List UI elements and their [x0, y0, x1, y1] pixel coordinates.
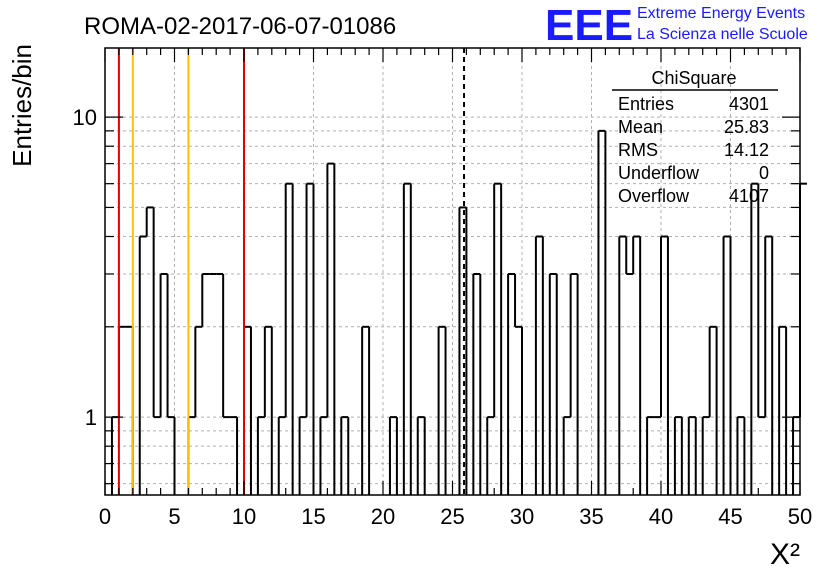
- stats-title: ChiSquare: [651, 68, 736, 88]
- stats-overflow-label: Overflow: [618, 186, 690, 206]
- x-tick-label: 35: [579, 504, 603, 529]
- x-tick-label: 50: [788, 504, 812, 529]
- x-tick-label: 15: [301, 504, 325, 529]
- x-tick-label: 20: [371, 504, 395, 529]
- axes-layer: 0 5 10 15 20 25 30 35 40 45 50 1 10: [73, 47, 812, 529]
- y-tick-label: 1: [85, 405, 97, 430]
- x-tick-label: 30: [510, 504, 534, 529]
- y-axis-label: Entries/bin: [7, 44, 37, 167]
- stats-mean-value: 25.83: [724, 117, 769, 137]
- chart-title: ROMA-02-2017-06-07-01086: [84, 13, 396, 40]
- stats-box: ChiSquare Entries 4301 Mean 25.83 RMS 14…: [612, 68, 778, 206]
- x-tick-label: 40: [649, 504, 673, 529]
- stats-entries-label: Entries: [618, 94, 674, 114]
- cut-lines-layer: [117, 48, 466, 495]
- stats-underflow-value: 0: [759, 163, 769, 183]
- x-tick-label: 5: [168, 504, 180, 529]
- x-axis-label: X²: [770, 538, 800, 571]
- stats-entries-value: 4301: [729, 94, 769, 114]
- stats-mean-label: Mean: [618, 117, 663, 137]
- stats-rms-value: 14.12: [724, 140, 769, 160]
- y-tick-label: 10: [73, 105, 97, 130]
- stats-overflow-value: 4107: [729, 186, 769, 206]
- stats-underflow-label: Underflow: [618, 163, 700, 183]
- eee-logo: EEE: [545, 1, 633, 50]
- x-tick-label: 45: [718, 504, 742, 529]
- x-tick-label: 0: [99, 504, 111, 529]
- x-tick-label: 25: [440, 504, 464, 529]
- logo-line-1: Extreme Energy Events: [637, 5, 805, 22]
- logo-line-2: La Scienza nelle Scuole: [637, 26, 808, 43]
- x-tick-label: 10: [232, 504, 256, 529]
- stats-rms-label: RMS: [618, 140, 658, 160]
- histogram-layer: [110, 129, 807, 495]
